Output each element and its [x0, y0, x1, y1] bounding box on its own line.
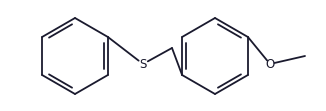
Text: S: S [139, 57, 147, 70]
Text: O: O [265, 57, 274, 70]
